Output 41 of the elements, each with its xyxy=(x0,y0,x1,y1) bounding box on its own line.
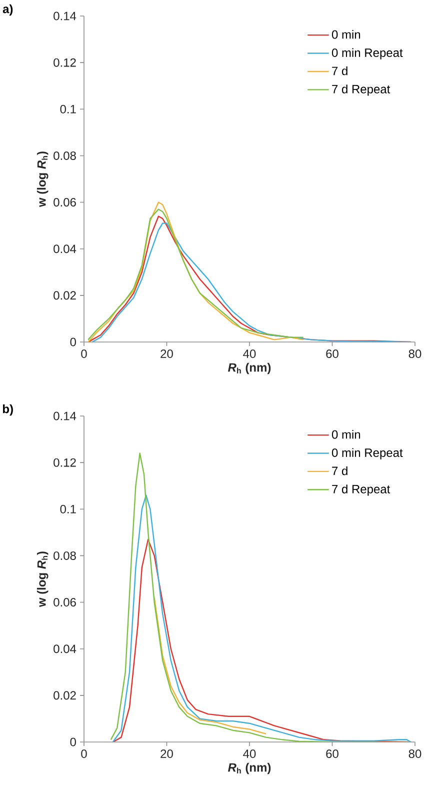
y-tick-label: 0 xyxy=(70,338,76,346)
legend-label: 7 d Repeat xyxy=(332,84,390,96)
x-tick-label: 0 xyxy=(81,350,87,358)
x-tick-label: 80 xyxy=(408,750,422,758)
y-tick-label: 0.12 xyxy=(54,58,76,67)
y-tick-label: 0.02 xyxy=(54,691,76,700)
y-tick-label: 0.08 xyxy=(54,151,76,160)
legend-label: 7 d Repeat xyxy=(332,484,390,496)
chart-title: b) xyxy=(2,404,13,416)
y-tick-label: 0.1 xyxy=(60,104,76,114)
y-tick-label: 0.06 xyxy=(54,198,76,207)
legend-label: 0 min Repeat xyxy=(332,48,403,60)
y-tick-label: 0.04 xyxy=(54,244,76,254)
y-tick-label: 0.14 xyxy=(54,412,76,420)
line-series xyxy=(154,597,267,734)
legend-label: 0 min Repeat xyxy=(332,448,403,460)
y-tick-label: 0.08 xyxy=(54,551,76,560)
x-tick-label: 20 xyxy=(160,750,173,758)
x-tick-label: 60 xyxy=(326,750,338,758)
x-axis-title: R$_{h}$ (nm) xyxy=(228,762,271,774)
x-tick-label: 40 xyxy=(243,350,256,358)
y-tick-label: 0.06 xyxy=(54,598,76,607)
y-tick-label: 0.12 xyxy=(54,458,76,467)
chart-title: a) xyxy=(2,4,13,16)
legend-label: 7 d xyxy=(332,466,348,476)
y-tick-label: 0.02 xyxy=(54,291,76,300)
x-tick-label: 40 xyxy=(243,750,256,758)
y-tick-label: 0 xyxy=(70,738,76,746)
y-axis-title: w (log R$_{h}$) xyxy=(37,552,48,608)
legend-label: 0 min xyxy=(332,30,360,39)
legend-label: 0 min xyxy=(332,430,360,439)
y-tick-label: 0.1 xyxy=(60,504,76,514)
x-axis-title: R$_{h}$ (nm) xyxy=(228,362,271,374)
y-axis-title: w (log R$_{h}$) xyxy=(37,152,48,208)
x-tick-label: 20 xyxy=(160,350,173,358)
y-tick-label: 0.04 xyxy=(54,644,76,654)
legend-label: 7 d xyxy=(332,66,348,76)
y-tick-label: 0.14 xyxy=(54,12,76,20)
x-tick-label: 80 xyxy=(408,350,422,358)
x-tick-label: 60 xyxy=(326,350,338,358)
x-tick-label: 0 xyxy=(81,750,87,758)
